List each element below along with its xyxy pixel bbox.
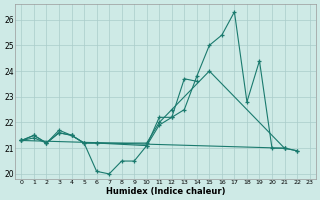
X-axis label: Humidex (Indice chaleur): Humidex (Indice chaleur) (106, 187, 225, 196)
